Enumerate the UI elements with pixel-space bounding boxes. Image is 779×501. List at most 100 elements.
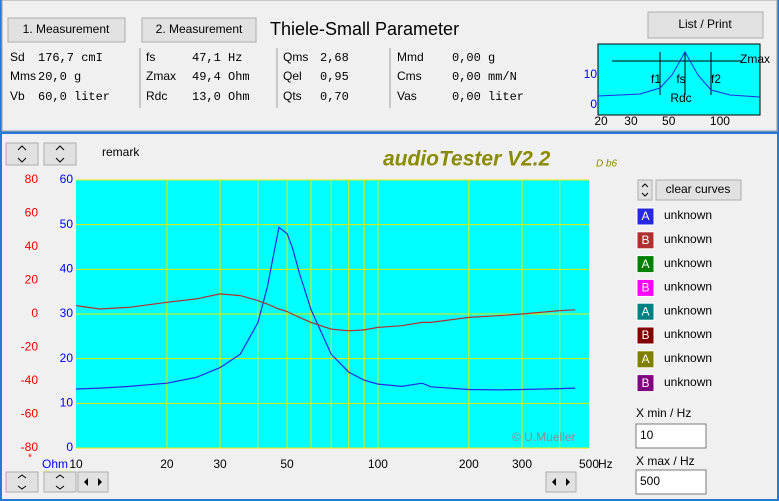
legend-swatch[interactable] bbox=[636, 207, 655, 226]
x-min-input[interactable] bbox=[635, 423, 707, 449]
y2-tick-label: -80 bbox=[21, 440, 39, 454]
y2-tick-label: 80 bbox=[25, 172, 39, 186]
y2-tick-label: -20 bbox=[21, 340, 39, 354]
legend-swatch[interactable] bbox=[636, 231, 655, 250]
y-tick-label: 30 bbox=[60, 306, 74, 320]
legend-label: unknown bbox=[664, 351, 712, 365]
parameter-value: 2,68 bbox=[320, 51, 349, 65]
input-value: 10 bbox=[640, 428, 654, 442]
scroll-arrows[interactable] bbox=[77, 471, 109, 493]
x-tick-label: 20 bbox=[160, 457, 174, 471]
legend-label: unknown bbox=[664, 280, 712, 294]
mini-chart-curve bbox=[597, 50, 761, 98]
measurement1-button[interactable] bbox=[7, 17, 126, 43]
measurement2-button[interactable] bbox=[141, 17, 257, 43]
legend-letter: A bbox=[641, 257, 649, 271]
copyright: © U.Mueller bbox=[512, 430, 576, 444]
y2-tick-label: -40 bbox=[21, 373, 39, 387]
legend-swatch[interactable] bbox=[636, 350, 655, 369]
parameter-label: Vas bbox=[397, 89, 417, 103]
parameter-value: 0,70 bbox=[320, 90, 349, 104]
legend-swatch[interactable] bbox=[636, 326, 655, 345]
parameter-label: Sd bbox=[10, 50, 25, 64]
legend-letter: A bbox=[641, 304, 649, 318]
panel-title: Thiele-Small Parameter bbox=[270, 19, 459, 39]
y-tick-label: 0 bbox=[66, 440, 73, 454]
y-tick-label: 50 bbox=[60, 217, 74, 231]
x-tick-label: 200 bbox=[459, 457, 479, 471]
x-tick-label: 500 bbox=[579, 457, 599, 471]
x-tick-label: 30 bbox=[213, 457, 227, 471]
spinner[interactable] bbox=[43, 471, 77, 493]
spinner[interactable] bbox=[43, 142, 77, 166]
legend-label: unknown bbox=[664, 256, 712, 270]
mini-chart-label: Zmax bbox=[740, 52, 770, 66]
button-label: List / Print bbox=[678, 17, 732, 31]
legend-swatch[interactable] bbox=[636, 302, 655, 321]
mini-chart-label: Rdc bbox=[670, 91, 691, 105]
button-label: 1. Measurement bbox=[23, 22, 110, 36]
legend-letter: A bbox=[641, 352, 649, 366]
mini-chart-label: f1 bbox=[651, 72, 661, 86]
y-tick-label: 20 bbox=[60, 351, 74, 365]
legend-letter: A bbox=[641, 209, 649, 223]
parameter-label: Vb bbox=[10, 89, 25, 103]
legend-letter: B bbox=[641, 281, 649, 295]
legend-label: unknown bbox=[664, 303, 712, 317]
series-line bbox=[75, 226, 576, 391]
list-print-button[interactable] bbox=[647, 11, 764, 39]
mini-y-tick-label: 10 bbox=[584, 67, 598, 81]
legend-swatch[interactable] bbox=[636, 255, 655, 274]
x-tick-label: 300 bbox=[512, 457, 532, 471]
mini-x-tick-label: 100 bbox=[710, 114, 730, 128]
x-tick-label: 10 bbox=[69, 457, 83, 471]
clear-curves-button[interactable] bbox=[655, 179, 742, 201]
y-tick-label: 60 bbox=[60, 172, 74, 186]
y2-unit: * bbox=[28, 453, 32, 464]
y2-tick-label: -60 bbox=[21, 407, 39, 421]
x-max-input[interactable] bbox=[635, 469, 707, 495]
input-value: 500 bbox=[640, 474, 660, 488]
y2-tick-label: 60 bbox=[25, 206, 39, 220]
parameter-value: 20,0 g bbox=[38, 70, 81, 84]
button-label: 2. Measurement bbox=[156, 22, 243, 36]
mini-x-tick-label: 20 bbox=[594, 114, 608, 128]
parameter-label: fs bbox=[146, 50, 155, 64]
parameter-label: Mmd bbox=[397, 50, 424, 64]
parameter-label: Qms bbox=[283, 50, 308, 64]
parameter-value: 0,00 liter bbox=[452, 90, 524, 104]
x-unit: Hz bbox=[598, 457, 613, 471]
parameter-value: 176,7 cmI bbox=[38, 51, 103, 65]
legend-label: unknown bbox=[664, 208, 712, 222]
scroll-arrows[interactable] bbox=[545, 471, 577, 493]
parameter-label: Qts bbox=[283, 89, 302, 103]
legend-letter: B bbox=[641, 328, 649, 342]
y2-tick-label: 40 bbox=[25, 239, 39, 253]
parameter-value: 0,95 bbox=[320, 70, 349, 84]
mini-x-tick-label: 30 bbox=[624, 114, 638, 128]
spinner[interactable] bbox=[5, 142, 39, 166]
x-tick-label: 50 bbox=[280, 457, 294, 471]
series-line bbox=[75, 293, 576, 332]
parameter-label: Zmax bbox=[146, 69, 176, 83]
parameter-value: 13,0 Ohm bbox=[192, 90, 250, 104]
y2-tick-label: 20 bbox=[25, 273, 39, 287]
parameter-value: 49,4 Ohm bbox=[192, 70, 250, 84]
mini-y-tick-label: 0 bbox=[590, 97, 597, 111]
y2-tick-label: 0 bbox=[31, 306, 38, 320]
legend-swatch[interactable] bbox=[636, 278, 655, 297]
app-title: audioTester V2.2 bbox=[383, 148, 551, 171]
spinner[interactable] bbox=[5, 471, 39, 493]
mini-chart-label: f2 bbox=[711, 72, 721, 86]
parameter-label: Mms bbox=[10, 69, 36, 83]
field-label: X min / Hz bbox=[636, 406, 691, 420]
parameter-value: 0,00 mm/N bbox=[452, 70, 517, 84]
remark-label: remark bbox=[102, 145, 140, 159]
spinner[interactable] bbox=[637, 179, 653, 201]
legend-label: unknown bbox=[664, 327, 712, 341]
mini-chart-label: fs bbox=[676, 72, 685, 86]
legend-swatch[interactable] bbox=[636, 374, 655, 393]
y-tick-label: 40 bbox=[60, 262, 74, 276]
parameter-value: 60,0 liter bbox=[38, 90, 110, 104]
